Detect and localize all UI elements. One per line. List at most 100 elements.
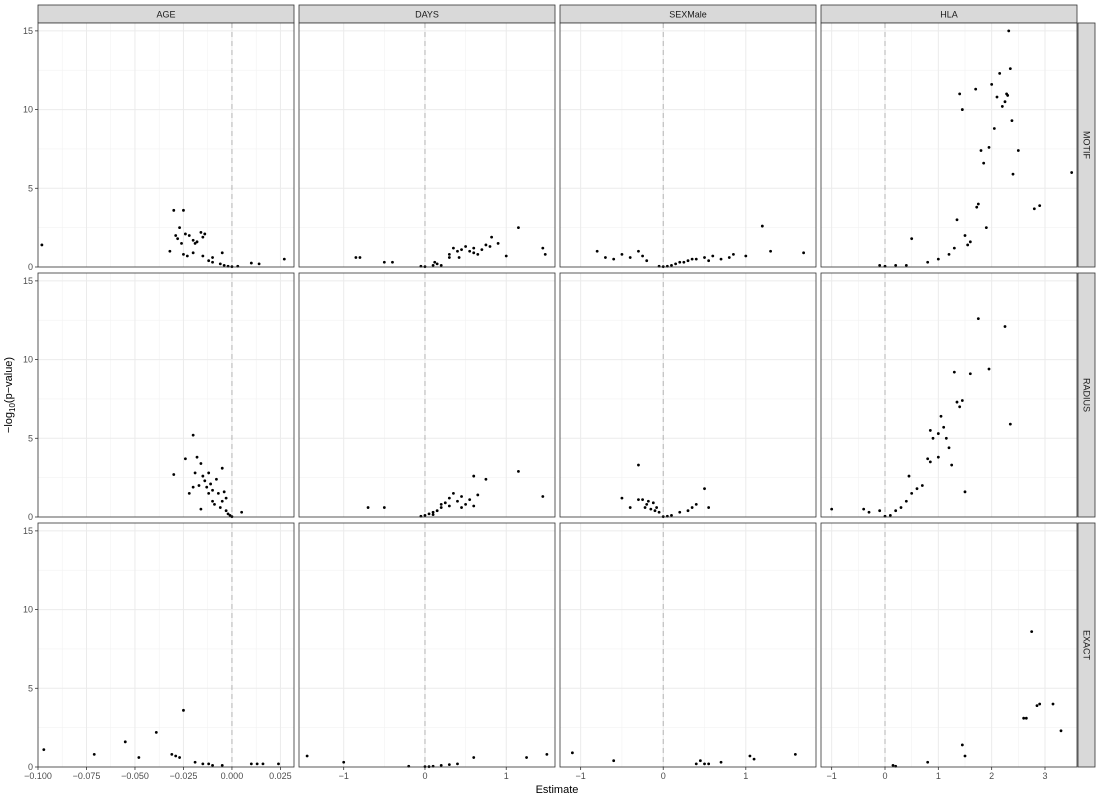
panel-motif-days [298, 22, 556, 269]
panel-background [821, 523, 1077, 767]
data-point [220, 251, 224, 255]
data-point [172, 208, 176, 212]
data-point [211, 499, 214, 503]
data-point [457, 256, 461, 259]
data-point [976, 202, 980, 206]
data-point [936, 257, 940, 261]
data-point [468, 498, 472, 502]
strip-label: AGE [156, 10, 175, 20]
data-point [1007, 29, 1011, 33]
data-point [975, 205, 979, 209]
data-point [439, 264, 443, 267]
strip-radius: RADIUS [1077, 272, 1096, 518]
data-point [199, 230, 203, 234]
data-point [226, 512, 230, 516]
panel-motif-age: 0 5 10 15 [23, 22, 295, 272]
data-point [261, 762, 265, 766]
data-point [732, 253, 735, 256]
data-point [447, 763, 451, 767]
data-point [682, 260, 686, 264]
panel-background [38, 23, 294, 267]
data-point [1016, 149, 1020, 152]
data-point [674, 262, 678, 266]
data-point [1038, 702, 1042, 706]
data-point [480, 248, 484, 252]
data-point [760, 224, 764, 228]
data-point [220, 466, 224, 470]
data-point [802, 251, 806, 255]
data-point [703, 487, 706, 491]
data-point [947, 253, 951, 256]
data-point [203, 232, 207, 236]
data-point [496, 241, 500, 245]
data-point [955, 218, 959, 222]
strip-hla: HLA [820, 4, 1078, 24]
data-point [690, 506, 694, 509]
data-point [641, 254, 644, 258]
data-point [382, 506, 386, 509]
panel-border [298, 272, 556, 518]
strip-exact: EXACT [1077, 522, 1096, 768]
data-point [249, 261, 253, 265]
data-point [218, 506, 222, 509]
data-point [963, 754, 967, 758]
data-point [979, 149, 983, 152]
strip-label: RADIUS [1082, 378, 1092, 412]
data-point [220, 764, 224, 767]
data-point [545, 753, 549, 756]
panel-border [820, 272, 1078, 518]
x-axis-title: Estimate [536, 784, 579, 796]
panel-radius-hla [820, 272, 1078, 518]
data-point [920, 484, 924, 487]
data-point [476, 493, 480, 497]
panel-background [560, 23, 816, 267]
data-point [711, 254, 715, 258]
data-point [960, 399, 964, 402]
data-point [974, 87, 978, 91]
data-point [867, 510, 871, 514]
panel-background [299, 273, 555, 517]
data-point [191, 238, 195, 242]
data-point [694, 503, 698, 506]
data-point [423, 514, 427, 517]
data-point [998, 71, 1002, 75]
panel-border [559, 522, 817, 768]
data-point [982, 161, 986, 165]
data-point [182, 253, 185, 256]
data-point [543, 253, 547, 256]
panel-motif-sexmale [559, 22, 817, 269]
data-point [187, 234, 191, 237]
x-tick-label: −1 [827, 771, 837, 781]
y-tick-label: 0 [28, 262, 33, 272]
data-point [1022, 716, 1026, 720]
data-point [456, 499, 459, 503]
data-point [955, 400, 959, 404]
strip-label: EXACT [1082, 630, 1092, 661]
data-point [707, 259, 711, 263]
data-point [960, 743, 964, 747]
data-point [620, 253, 624, 256]
x-tick-label: 0 [422, 771, 427, 781]
data-point [472, 756, 476, 759]
data-point [910, 237, 914, 241]
data-point [282, 257, 286, 261]
data-point [968, 372, 972, 376]
data-point [744, 254, 748, 258]
panel-border [37, 522, 295, 768]
data-point [472, 251, 476, 255]
data-point [657, 510, 661, 514]
panel-border [820, 522, 1078, 768]
data-point [907, 474, 911, 478]
data-point [201, 235, 205, 239]
data-point [439, 503, 443, 506]
data-point [645, 503, 649, 506]
x-tick-label: −1 [339, 771, 349, 781]
data-point [433, 260, 437, 264]
x-tick-label: 0.025 [269, 771, 292, 781]
data-point [690, 257, 694, 261]
data-point [174, 234, 178, 237]
data-point [963, 234, 967, 237]
data-point [939, 414, 943, 418]
data-point [193, 471, 197, 475]
data-point [456, 249, 459, 253]
